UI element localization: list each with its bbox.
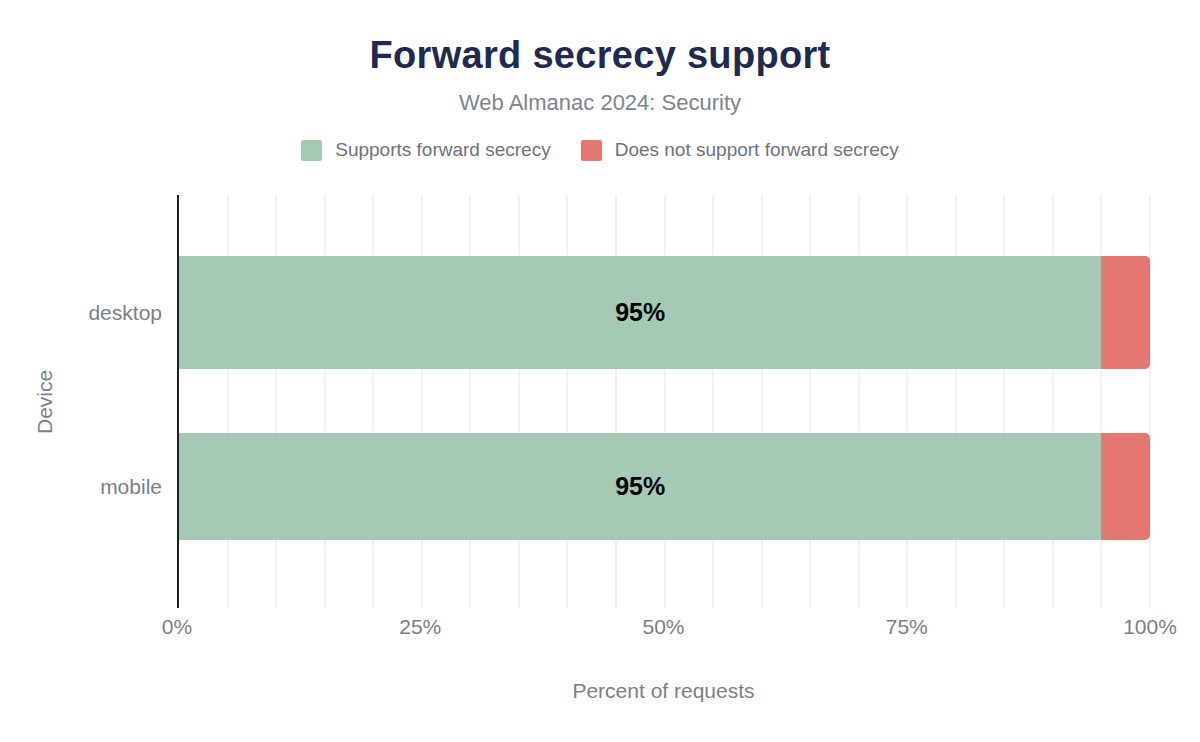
chart-title: Forward secrecy support <box>0 34 1200 77</box>
x-axis-title: Percent of requests <box>177 679 1150 703</box>
legend: Supports forward secrecy Does not support… <box>0 139 1200 161</box>
x-axis-tick-labels: 0%25%50%75%100% <box>177 615 1150 645</box>
plot-area: 95% 95% <box>177 195 1150 608</box>
x-tick-label-25: 25% <box>399 615 441 639</box>
y-tick-label-desktop: desktop <box>0 301 162 325</box>
bar-value-label-mobile: 95% <box>179 471 1101 500</box>
bar-row-mobile: 95% <box>179 433 1150 540</box>
x-tick-label-0: 0% <box>162 615 192 639</box>
legend-label: Does not support forward secrecy <box>615 139 899 161</box>
chart-subtitle: Web Almanac 2024: Security <box>0 90 1200 116</box>
x-tick-label-50: 50% <box>642 615 684 639</box>
bar-row-desktop: 95% <box>179 256 1150 369</box>
legend-label: Supports forward secrecy <box>335 139 550 161</box>
bar-segment-not-supports-mobile <box>1101 433 1150 540</box>
bar-value-label-desktop: 95% <box>179 297 1101 326</box>
x-tick-label-100: 100% <box>1123 615 1177 639</box>
bar-segment-not-supports-desktop <box>1101 256 1150 369</box>
legend-swatch-icon <box>581 140 602 161</box>
legend-swatch-icon <box>301 140 322 161</box>
chart: Forward secrecy support Web Almanac 2024… <box>0 0 1200 742</box>
y-tick-label-mobile: mobile <box>0 475 162 499</box>
legend-item-supports: Supports forward secrecy <box>301 139 550 161</box>
x-tick-label-75: 75% <box>886 615 928 639</box>
legend-item-not-supports: Does not support forward secrecy <box>581 139 899 161</box>
y-axis-tick-labels: desktop mobile <box>0 195 162 608</box>
